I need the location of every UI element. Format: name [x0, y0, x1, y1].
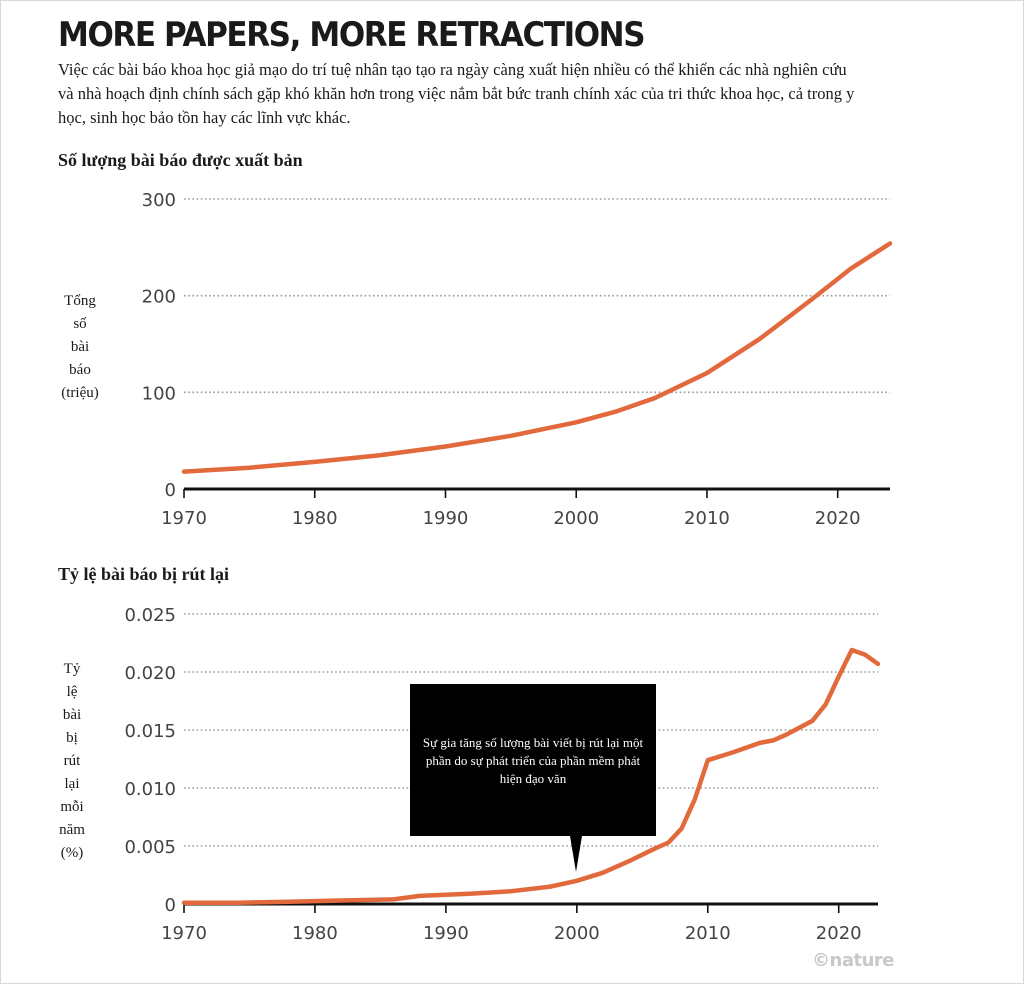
chart2-title: Tỷ lệ bài báo bị rút lại: [58, 564, 230, 584]
published-ytick-label: 300: [142, 190, 176, 211]
chart1-ylabel-line: số: [73, 316, 87, 332]
retraction-ytick-label: 0.020: [124, 663, 176, 684]
retraction-xtick-label: 1980: [292, 923, 338, 944]
retraction-series-line: [181, 647, 881, 906]
chart2-ylabel-line: bị: [66, 730, 78, 746]
chart2-ylabel-line: lệ: [66, 684, 78, 700]
retraction-xtick-label: 2000: [554, 923, 600, 944]
chart2-ylabel-line: Tỷ: [63, 661, 81, 677]
published-series-line: [181, 241, 893, 474]
published-xtick-label: 2020: [815, 508, 861, 529]
published-ytick-label: 200: [142, 287, 176, 308]
published-xtick-label: 1970: [161, 508, 207, 529]
chart1-ylabel-line: Tổng: [64, 293, 96, 309]
figure-title: MORE PAPERS, MORE RETRACTIONS: [58, 16, 646, 55]
chart1-ylabel-line: (triệu): [61, 385, 99, 401]
retraction-xtick-label: 1970: [161, 923, 207, 944]
chart1-ylabel-line: báo: [69, 362, 91, 378]
chart2-ylabel-line: lại: [64, 776, 80, 792]
retraction-xtick-label: 2010: [685, 923, 731, 944]
published-xtick-label: 2000: [553, 508, 599, 529]
published-xtick-label: 1980: [292, 508, 338, 529]
retraction-ytick-label: 0.005: [124, 837, 176, 858]
chart1-ylabel-line: bài: [70, 339, 90, 355]
retraction-ytick-label: 0.025: [124, 605, 176, 626]
retraction-ytick-label: 0.015: [124, 721, 176, 742]
annotation-callout: Sự gia tăng số lượng bài viết bị rút lại…: [410, 684, 656, 836]
chart2-ylabel-line: năm: [59, 822, 85, 838]
chart2-ylabel-line: mỗi: [60, 799, 84, 815]
retraction-ytick-label: 0: [165, 895, 176, 916]
published-xtick-label: 2010: [684, 508, 730, 529]
retraction-xtick-label: 1990: [423, 923, 469, 944]
chart1-title: Số lượng bài báo được xuất bản: [58, 150, 303, 170]
chart1-ylabel: Tổng số bài báo (triệu): [50, 290, 110, 405]
chart2-ylabel-line: rút: [63, 753, 81, 769]
chart2-ylabel-line: bài: [62, 707, 82, 723]
published-ytick-label: 0: [165, 480, 176, 501]
chart2-ylabel-line: (%): [60, 845, 84, 861]
retraction-xtick-label: 2020: [816, 923, 862, 944]
figure-subtitle: Việc các bài báo khoa học giả mạo do trí…: [58, 60, 855, 127]
published-xtick-label: 1990: [423, 508, 469, 529]
nature-credit: ©nature: [812, 950, 894, 971]
chart2-ylabel: Tỷ lệ bài bị rút lại mỗi năm (%): [42, 658, 102, 865]
annotation-callout-pointer: [570, 836, 582, 872]
published-ytick-label: 100: [142, 383, 176, 404]
retraction-ytick-label: 0.010: [124, 779, 176, 800]
